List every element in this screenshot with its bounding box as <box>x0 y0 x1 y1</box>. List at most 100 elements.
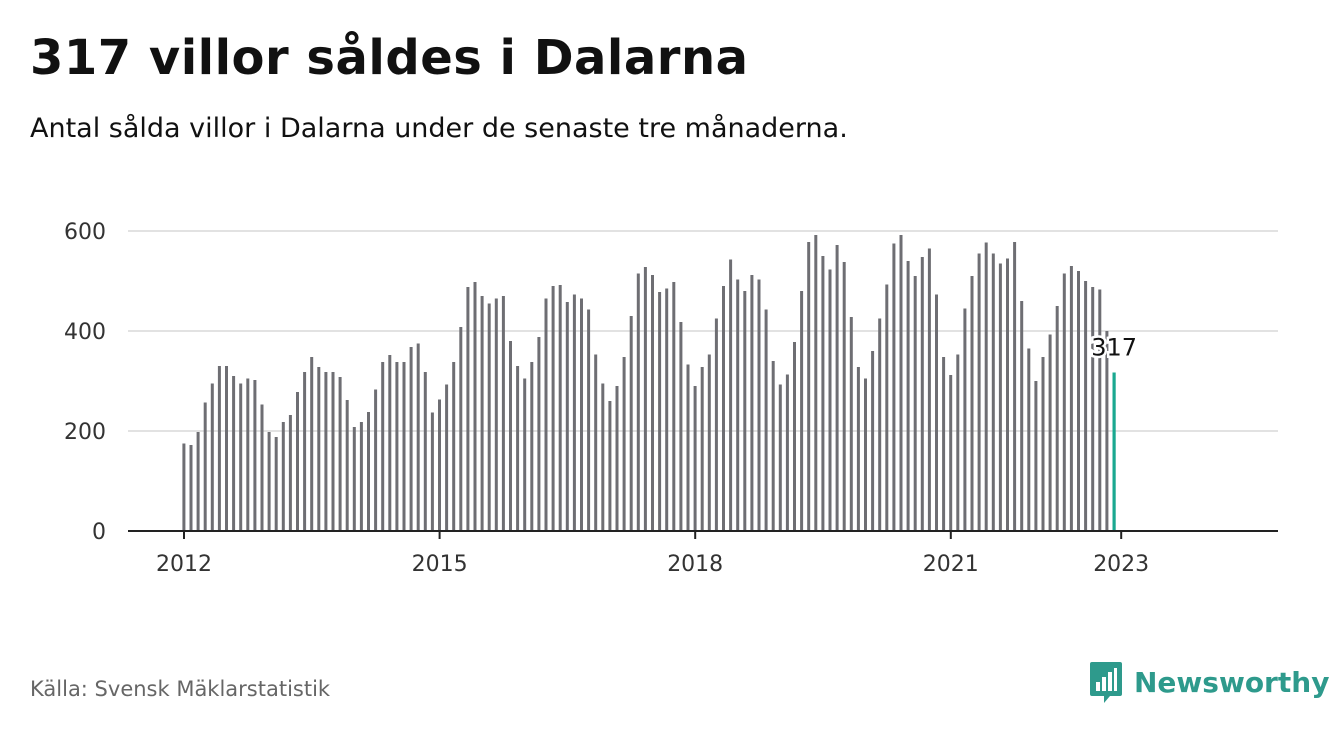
bar <box>438 399 441 531</box>
bar <box>232 376 236 531</box>
bar <box>487 303 491 531</box>
bar <box>729 259 733 531</box>
bar <box>942 357 946 531</box>
bar <box>793 342 796 531</box>
bar <box>665 288 669 531</box>
bar <box>445 384 449 531</box>
bar <box>1041 357 1045 531</box>
bar <box>722 286 725 531</box>
bar <box>189 445 193 531</box>
bar <box>949 375 953 531</box>
bar <box>920 257 924 531</box>
bar <box>814 235 818 531</box>
bar <box>324 372 328 531</box>
bar <box>679 322 683 531</box>
bar <box>1077 271 1080 531</box>
bar <box>970 276 974 531</box>
bar <box>544 298 548 531</box>
bar <box>700 367 704 531</box>
bar <box>842 262 846 531</box>
bar <box>288 415 292 531</box>
bar <box>757 279 761 531</box>
bar <box>551 286 555 531</box>
bar <box>913 276 917 531</box>
x-tick-label: 2015 <box>412 552 468 577</box>
bar <box>1091 287 1095 531</box>
bar <box>601 383 605 531</box>
x-tick-label: 2012 <box>156 552 212 577</box>
y-tick-label: 600 <box>64 220 106 245</box>
bar <box>963 308 967 531</box>
bar <box>1034 381 1038 531</box>
bar <box>494 298 498 531</box>
bar <box>693 386 697 531</box>
bar <box>572 294 576 531</box>
x-axis: 2012 2015 2018 2021 2023 <box>128 530 1278 577</box>
bar <box>1069 266 1073 531</box>
bar <box>565 302 569 531</box>
bar <box>878 318 882 531</box>
bar <box>764 309 768 531</box>
bar <box>217 366 221 531</box>
chart-subtitle: Antal sålda villor i Dalarna under de se… <box>30 113 848 144</box>
bar <box>381 362 385 531</box>
bar <box>856 367 860 531</box>
newsworthy-logo[interactable]: Newsworthy <box>1088 660 1329 704</box>
bar <box>473 282 477 531</box>
bar <box>835 245 839 531</box>
callout: 317 <box>1089 331 1140 364</box>
bar <box>580 298 583 531</box>
bar <box>402 362 406 531</box>
bar <box>885 284 889 531</box>
bar <box>267 432 271 531</box>
bar <box>935 294 938 531</box>
bar <box>338 377 342 531</box>
bar <box>686 364 690 531</box>
bar-highlight <box>1112 372 1116 531</box>
bar <box>778 384 782 531</box>
bar <box>296 392 299 531</box>
bar <box>1098 289 1102 531</box>
bar <box>892 243 896 531</box>
bar <box>927 248 931 531</box>
x-tick-label: 2018 <box>667 552 723 577</box>
bar <box>658 292 662 531</box>
x-tick-label: 2023 <box>1093 552 1149 577</box>
bar <box>530 362 534 531</box>
bar <box>459 327 463 531</box>
bar <box>303 372 307 531</box>
bar <box>828 269 832 531</box>
bar <box>736 279 740 531</box>
bar <box>807 242 811 531</box>
bar <box>359 422 363 531</box>
bar <box>253 380 257 531</box>
chart-title: 317 villor såldes i Dalarna <box>30 30 749 86</box>
bar <box>182 443 186 531</box>
bar-chart: 0 200 400 600 2012 2015 2018 2021 2023 317 <box>64 220 1278 577</box>
bar <box>1055 306 1059 531</box>
bar <box>587 309 591 531</box>
bar <box>984 242 988 531</box>
bar <box>317 367 321 531</box>
bar <box>516 366 520 531</box>
bar <box>430 412 434 531</box>
bar <box>367 412 370 531</box>
bar <box>1027 348 1031 531</box>
bar <box>977 253 981 531</box>
bar <box>608 401 612 531</box>
bar <box>480 296 484 531</box>
bar <box>906 261 910 531</box>
bar <box>956 354 960 531</box>
bar <box>210 383 214 531</box>
bar <box>1062 273 1066 531</box>
y-tick-label: 200 <box>64 420 106 445</box>
bar <box>423 372 427 531</box>
bar <box>1006 258 1009 531</box>
bar <box>771 361 775 531</box>
bar <box>800 291 804 531</box>
bar <box>310 357 314 531</box>
bars <box>182 235 1116 531</box>
bar <box>615 386 619 531</box>
bar <box>714 318 718 531</box>
bar <box>991 253 995 531</box>
